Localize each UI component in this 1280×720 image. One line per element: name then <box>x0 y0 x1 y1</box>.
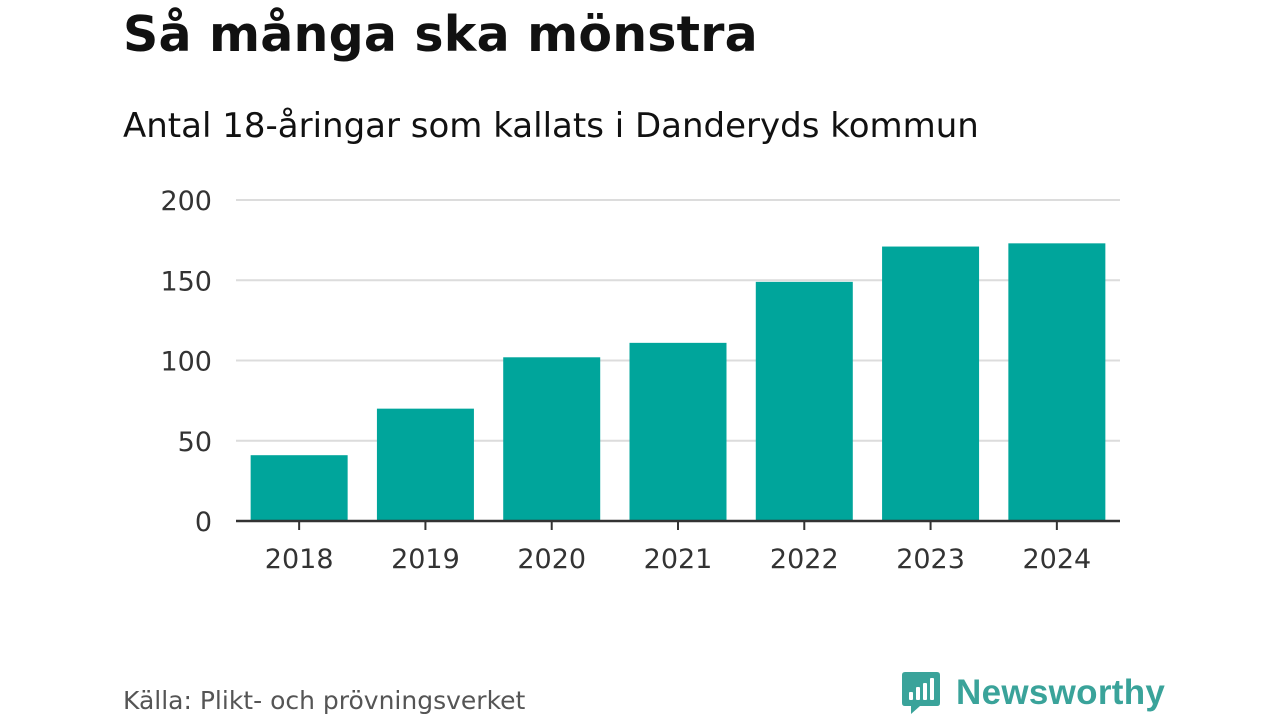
bar <box>882 246 980 522</box>
axes: 0 50 100 150 200 2018 2019 2020 2021 2022 2023 2024 <box>160 186 1120 575</box>
x-tick-label: 2018 <box>265 544 334 575</box>
bar <box>1008 243 1106 521</box>
y-tick-label: 200 <box>160 186 212 217</box>
chart-title: Så många ska mönstra <box>123 6 758 63</box>
y-tick-label: 0 <box>195 507 212 538</box>
x-tick-label: 2024 <box>1022 544 1091 575</box>
bar <box>503 357 601 521</box>
bars <box>250 243 1106 522</box>
bar <box>250 455 348 521</box>
y-tick-label: 100 <box>160 347 212 378</box>
brand-logo: Newsworthy <box>900 670 1165 716</box>
bar <box>376 408 474 521</box>
bar <box>755 281 853 521</box>
bar <box>629 342 727 521</box>
x-tick-label: 2021 <box>644 544 713 575</box>
source-note: Källa: Plikt- och prövningsverket <box>123 686 526 715</box>
x-tick-label: 2019 <box>391 544 460 575</box>
brand-name: Newsworthy <box>956 673 1166 712</box>
x-tick-label: 2020 <box>517 544 586 575</box>
newsworthy-logo-icon <box>902 672 940 714</box>
x-tick-label: 2023 <box>896 544 965 575</box>
chart-subtitle: Antal 18-åringar som kallats i Danderyds… <box>123 106 979 146</box>
y-tick-label: 150 <box>160 266 212 297</box>
y-tick-label: 50 <box>178 427 212 458</box>
x-tick-label: 2022 <box>770 544 839 575</box>
